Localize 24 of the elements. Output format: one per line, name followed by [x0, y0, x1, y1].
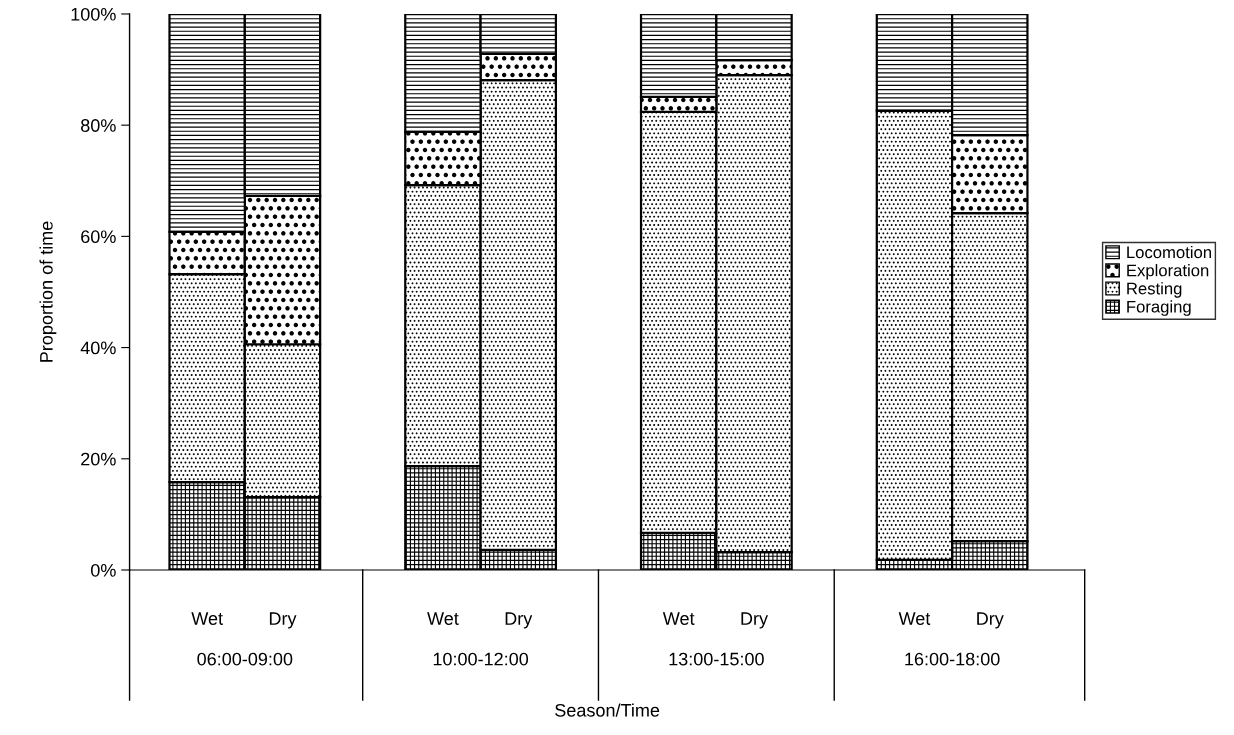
y-tick-label: 20%	[81, 452, 116, 466]
text: 10:00-12:00	[433, 652, 529, 666]
x-tick-label: Wet	[191, 612, 223, 625]
y-tick-label: 0%	[90, 563, 116, 577]
y-tick-label: 80%	[81, 119, 116, 132]
y-tick-label: 100%	[71, 7, 116, 21]
legend-label: Locomotion	[1127, 245, 1211, 259]
legend-label: Exploration	[1127, 264, 1209, 280]
x-tick-label: Dry	[977, 612, 1004, 629]
x-tick-label: Wet	[662, 612, 695, 625]
x-axis-title: Season/Time	[555, 703, 660, 717]
x-tick-label: Wet	[427, 612, 459, 625]
text: 13:00-15:00	[669, 652, 764, 666]
x-tick-label: Wet	[898, 612, 931, 625]
x-tick-label: Dry	[741, 612, 769, 629]
y-tick-label: 60%	[81, 230, 116, 244]
x-tick-label: Dry	[269, 612, 297, 629]
y-axis-title: Proportion of time	[39, 221, 57, 362]
legend-label: Resting	[1127, 282, 1182, 298]
y-tick-label: 40%	[80, 341, 116, 355]
x-tick-label: Dry	[505, 612, 533, 629]
legend-label: Foraging	[1127, 300, 1191, 316]
text: 16:00-18:00	[905, 652, 1000, 666]
text: 06:00-09:00	[197, 652, 293, 666]
